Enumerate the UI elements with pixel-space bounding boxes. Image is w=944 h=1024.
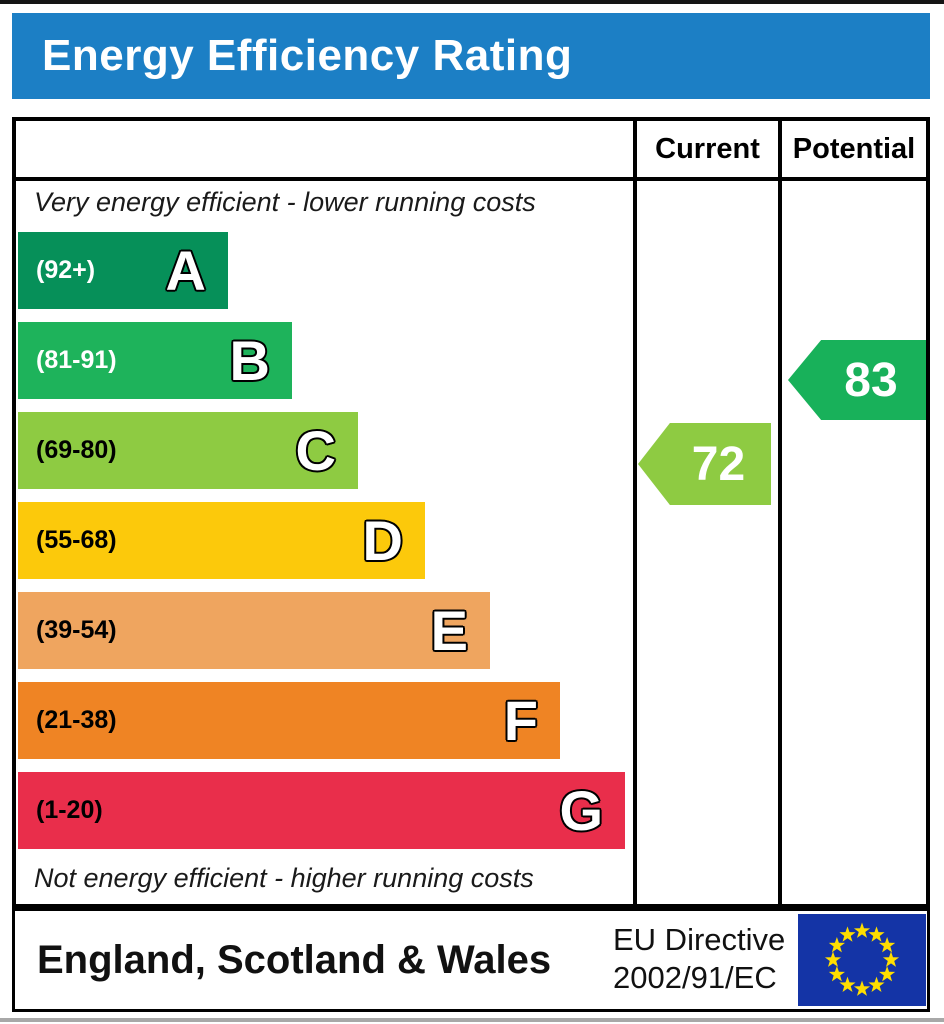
top-note: Very energy efficient - lower running co… xyxy=(34,187,536,217)
band-e: (39-54) E xyxy=(18,592,490,669)
bottom-note: Not energy efficient - higher running co… xyxy=(34,863,534,893)
band-d-range: (55-68) xyxy=(36,526,117,554)
eu-directive-line2: 2002/91/EC xyxy=(613,960,777,995)
band-f-letter: F xyxy=(503,689,538,752)
band-d-letter: D xyxy=(362,509,403,572)
band-b-letter: B xyxy=(229,329,270,392)
rating-table: Current Potential Very energy efficient … xyxy=(12,117,930,908)
top-border-line xyxy=(0,0,944,4)
band-f-range: (21-38) xyxy=(36,706,117,734)
band-d: (55-68) D xyxy=(18,502,425,579)
region-label: England, Scotland & Wales xyxy=(37,937,552,982)
band-c: (69-80) C xyxy=(18,412,358,489)
eu-directive-line1: EU Directive xyxy=(613,922,786,957)
band-g-range: (1-20) xyxy=(36,796,103,824)
eu-directive-label: EU Directive 2002/91/EC xyxy=(613,921,785,997)
band-c-range: (69-80) xyxy=(36,436,117,464)
eu-flag-icon xyxy=(798,914,926,1006)
band-a-range: (92+) xyxy=(36,256,96,284)
title-bar: Energy Efficiency Rating xyxy=(12,13,930,99)
band-f: (21-38) F xyxy=(18,682,560,759)
bottom-border-line xyxy=(0,1018,944,1022)
band-b: (81-91) B xyxy=(18,322,292,399)
column-header-current: Current xyxy=(655,132,760,165)
footer-bar: England, Scotland & Wales EU Directive 2… xyxy=(12,908,930,1012)
band-g: (1-20) G xyxy=(18,772,625,849)
page-title: Energy Efficiency Rating xyxy=(42,31,573,80)
band-c-letter: C xyxy=(295,419,336,482)
current-rating-value: 72 xyxy=(691,437,746,491)
band-b-range: (81-91) xyxy=(36,346,117,374)
column-divider-current xyxy=(633,121,637,904)
potential-rating-value: 83 xyxy=(844,353,898,407)
band-a-letter: A xyxy=(165,239,206,302)
column-header-potential: Potential xyxy=(792,132,916,165)
potential-rating-arrow: 83 xyxy=(788,340,926,420)
band-a: (92+) A xyxy=(18,232,228,309)
current-rating-arrow: 72 xyxy=(638,423,771,505)
band-e-range: (39-54) xyxy=(36,616,117,644)
band-e-letter: E xyxy=(430,599,468,662)
column-divider-potential xyxy=(778,121,782,904)
header-divider-line xyxy=(16,177,926,181)
band-g-letter: G xyxy=(559,779,603,842)
